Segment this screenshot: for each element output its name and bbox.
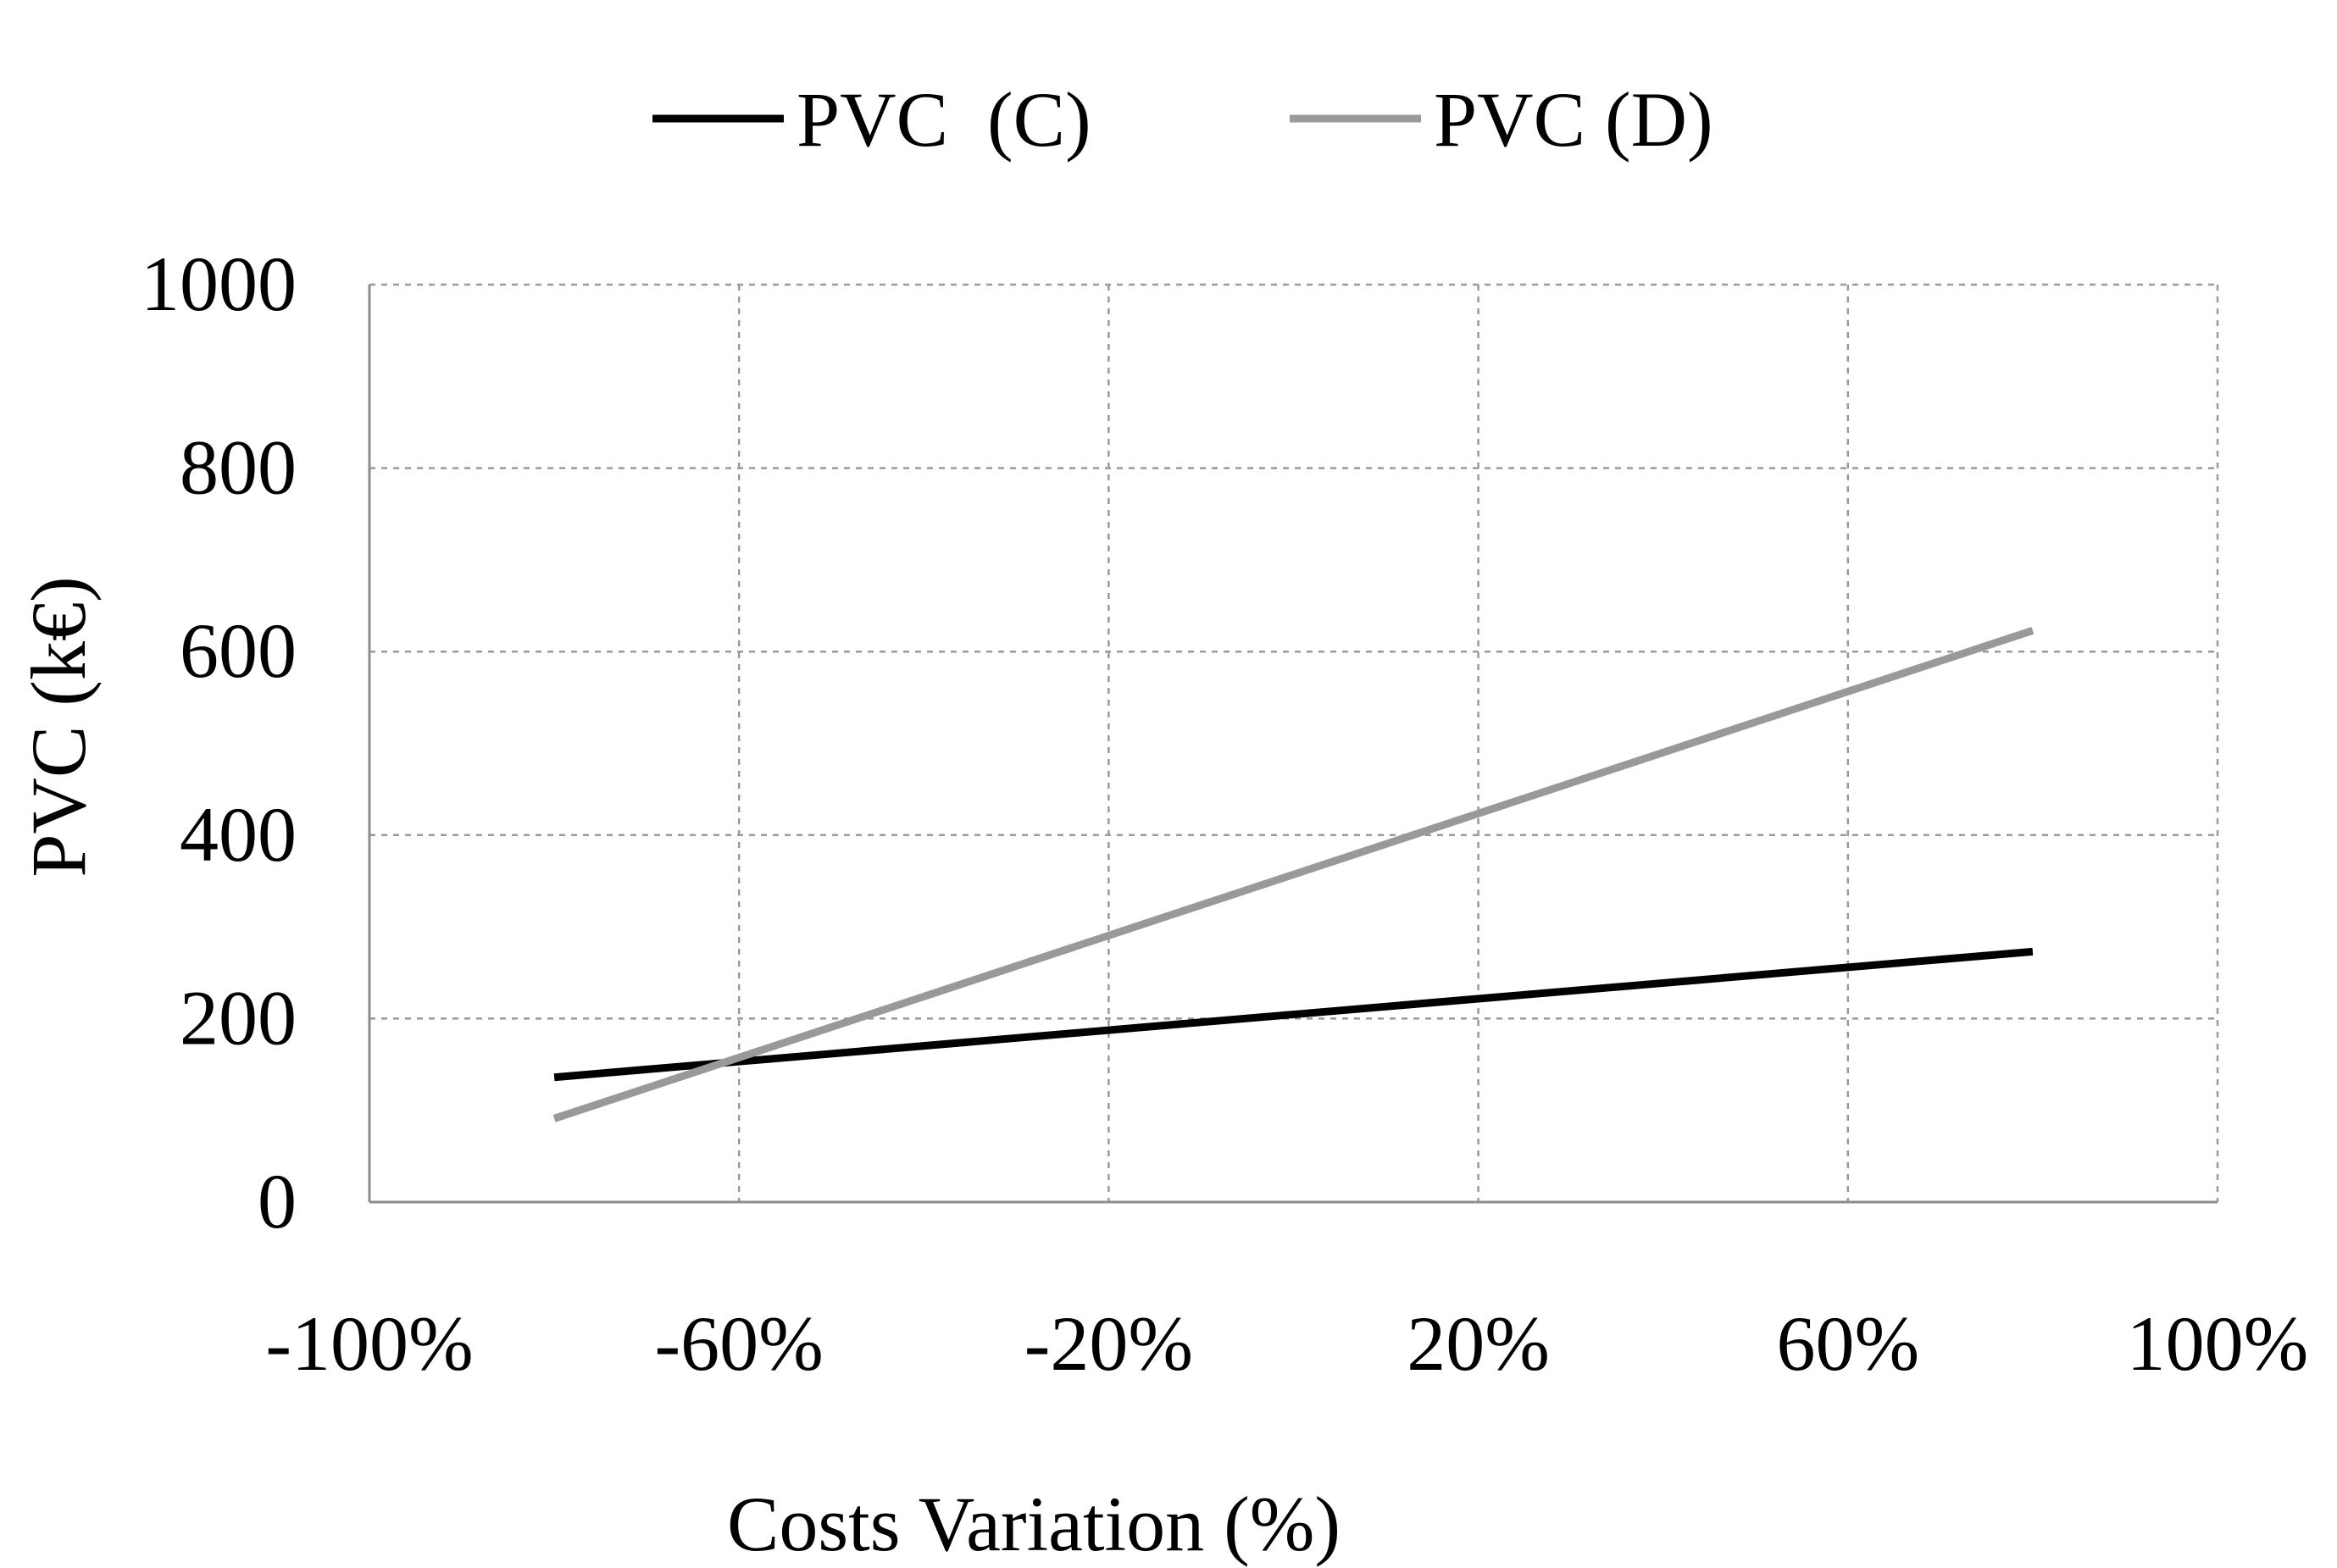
y-tick-label: 0 (258, 1158, 297, 1244)
x-tick-label: 60% (1776, 1300, 1919, 1387)
legend-label-pvc-c: PVC (C) (797, 76, 1091, 163)
series-line-pvc-c (553, 947, 2034, 1082)
x-tick-label: 20% (1407, 1300, 1550, 1387)
x-axis-title: Costs Variation (%) (727, 1481, 1341, 1567)
y-tick-label: 400 (180, 791, 297, 878)
grid (369, 283, 2219, 1202)
y-tick-label: 600 (180, 607, 297, 694)
x-tick-label: -100% (265, 1300, 473, 1387)
y-tick-label: 200 (180, 974, 297, 1061)
axes (368, 285, 2218, 1204)
y-tick-label: 800 (180, 424, 297, 511)
x-tick-label: 100% (2127, 1300, 2309, 1387)
series-line-pvc-d (552, 627, 2034, 1122)
x-tick-label: -20% (1024, 1300, 1193, 1387)
legend: PVC (C) PVC (D) (652, 76, 1713, 163)
x-tick-label: -60% (655, 1300, 824, 1387)
tick-labels: 0 200 400 600 800 1000 -100% -60% -20% 20% 60% 100% (141, 241, 2308, 1387)
series-lines (552, 627, 2034, 1122)
legend-label-pvc-d: PVC (D) (1434, 76, 1713, 163)
y-axis-title: PVC (k€) (15, 576, 102, 877)
y-tick-label: 1000 (141, 241, 297, 327)
